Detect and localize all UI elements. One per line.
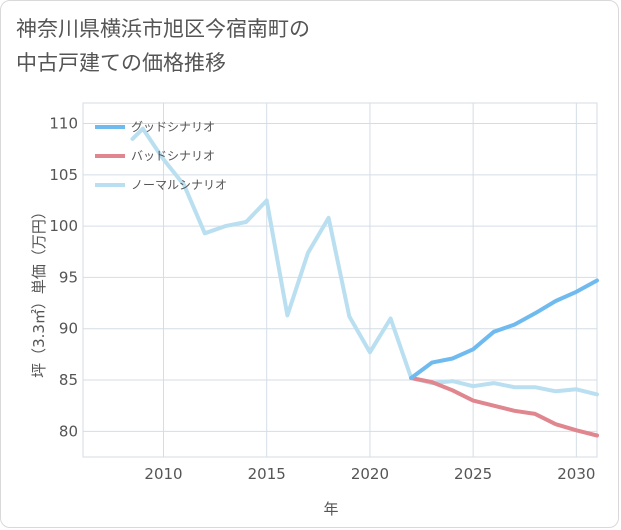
- series-line-1: [409, 376, 599, 438]
- chart-title: 神奈川県横浜市旭区今宿南町の 中古戸建ての価格推移: [16, 17, 310, 75]
- x-tick-label: 2030: [557, 465, 595, 483]
- y-tick-label: 95: [59, 268, 78, 286]
- series-line-0: [409, 278, 599, 380]
- x-axis-ticks: 2010 2015 2020 2025 2030: [144, 465, 595, 483]
- x-tick-label: 2010: [144, 465, 182, 483]
- grid-lines: [82, 102, 598, 458]
- y-tick-label: 105: [49, 166, 78, 184]
- legend-label: グッドシナリオ: [131, 120, 215, 134]
- y-tick-label: 90: [59, 320, 78, 338]
- y-axis-title: 坪（3.3㎡）単価（万円）: [30, 204, 48, 378]
- x-tick-label: 2015: [248, 465, 286, 483]
- x-tick-label: 2025: [454, 465, 492, 483]
- x-axis-title: 年: [323, 500, 338, 518]
- y-tick-label: 80: [59, 422, 78, 440]
- y-tick-label: 110: [49, 115, 78, 133]
- series-lines: [130, 126, 599, 438]
- series-line-2: [130, 126, 599, 397]
- y-axis-ticks: 80 85 90 95 100 105 110: [49, 115, 78, 441]
- x-tick-label: 2020: [351, 465, 389, 483]
- legend-label: ノーマルシナリオ: [131, 178, 227, 192]
- y-tick-label: 100: [49, 217, 78, 235]
- legend-label: バッドシナリオ: [131, 149, 215, 163]
- y-tick-label: 85: [59, 371, 78, 389]
